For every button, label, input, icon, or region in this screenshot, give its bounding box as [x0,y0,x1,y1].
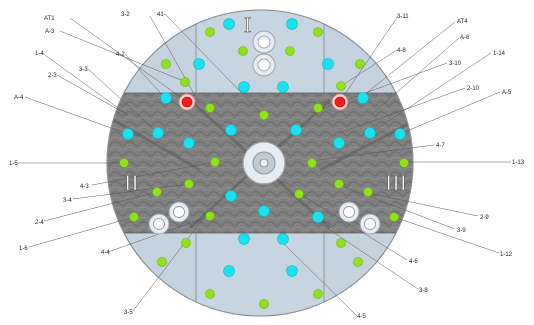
label-4-8: 4-8 [397,48,406,54]
label-2-9: 2-9 [480,215,489,221]
label-1-12: 1-12 [500,252,513,258]
label-41: 41- [157,12,166,18]
label-3-5: 3-5 [124,310,133,316]
label-a6: A-6 [460,35,470,41]
label-1-6: 1-6 [19,246,28,252]
label-4-4: 4-4 [101,250,110,256]
label-3-10: 3-10 [449,61,462,67]
label-a3: A-3 [45,29,55,35]
label-3-11: 3-11 [397,14,409,20]
label-4-6: 4-6 [409,259,418,265]
zone-label-2: II [124,170,139,195]
label-3-3: 3-3 [79,67,88,73]
label-1-5: 1-5 [9,161,18,167]
cyan-sensors [122,18,406,277]
red-sensors [178,93,349,111]
label-3-2: 3-2 [121,12,130,18]
label-at1: AT1 [44,16,55,22]
label-4-7: 4-7 [436,143,445,149]
label-4-2: 4-2 [116,52,125,58]
hubs [148,30,381,235]
green-sensors [119,27,409,309]
label-2-10: 2-10 [467,86,480,92]
label-3-8: 3-8 [419,288,428,294]
label-1-13: 1-13 [512,160,525,166]
label-4-3: 4-3 [80,184,89,190]
callout-labels: AT1 A-3 4-2 3-2 41- 1-4 2-3 3-3 A-4 1-5 … [9,12,525,320]
label-a4: A-4 [14,95,24,101]
label-3-9: 3-9 [457,228,466,234]
label-2-4: 2-4 [35,220,44,226]
label-4-5: 4-5 [357,314,366,320]
label-1-14: 1-14 [493,51,506,57]
label-at4: AT4 [457,19,468,25]
label-a5: A-5 [502,90,512,96]
label-2-3: 2-3 [48,73,57,79]
bottom-band [196,233,324,316]
label-1-4: 1-4 [35,51,44,57]
zone-label-3: III [385,170,407,195]
label-3-4: 3-4 [63,198,72,204]
zone-label-1: I [244,12,251,37]
